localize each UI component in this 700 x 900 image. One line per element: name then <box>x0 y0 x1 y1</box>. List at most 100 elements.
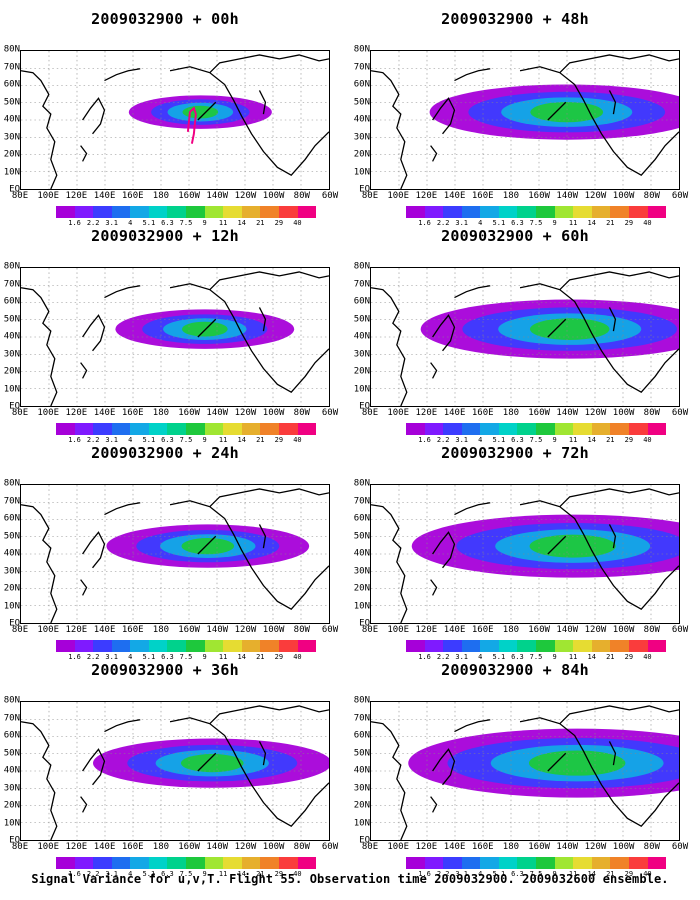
longitude-tick-label: 140W <box>556 842 579 852</box>
variance-contour-fill <box>411 514 679 578</box>
latitude-tick-label: 50N <box>3 314 20 324</box>
latitude-tick-label: 40N <box>3 114 20 125</box>
longitude-tick-label: 120W <box>584 625 607 635</box>
colorbar-label: 7.5 <box>529 653 543 661</box>
colorbar-label: 29 <box>274 436 284 444</box>
map-panel: 2009032900 + 48h 80N 70N 60N 50N 40N 30N 20N 10N… <box>350 10 700 235</box>
map-canvas <box>371 51 679 189</box>
colorbar-label: 1.6 <box>68 653 81 661</box>
longitude-tick-label: 160W <box>528 191 550 201</box>
latitude-tick-label: 10N <box>353 384 370 394</box>
colorbar-swatch <box>647 423 667 435</box>
map-panel: 2009032900 + 72h 80N 70N 60N 50N 40N 30N 20N 10N… <box>350 444 700 669</box>
colorbar-label: 3.1 <box>105 870 119 878</box>
gridlines <box>21 268 329 406</box>
colorbar-label: 2.2 <box>86 653 100 661</box>
colorbar-label: 40 <box>643 870 652 878</box>
variance-contour-fill <box>128 95 272 129</box>
colorbar-label: 7.5 <box>529 870 543 878</box>
colorbar-swatch <box>56 640 75 652</box>
latitude-tick-label: 50N <box>353 97 370 107</box>
colorbar <box>56 423 317 435</box>
colorbar-swatch <box>498 423 518 435</box>
colorbar-swatch <box>93 206 112 218</box>
latitude-tick-label: 50N <box>353 748 370 758</box>
colorbar-swatch <box>498 857 518 869</box>
colorbar-swatch <box>517 423 537 435</box>
longitude-tick-label: 160W <box>178 842 200 852</box>
colorbar-label: 5.1 <box>492 653 506 661</box>
colorbar-label: 3.1 <box>105 436 119 444</box>
colorbar-swatch <box>406 640 425 652</box>
latitude-tick-label: 50N <box>353 531 370 541</box>
longitude-tick-label: 140W <box>206 625 229 635</box>
gridlines <box>371 702 679 840</box>
latitude-tick-label: 40N <box>353 331 370 342</box>
longitude-tick-label: 100E <box>37 408 60 418</box>
colorbar <box>406 423 667 435</box>
colorbar-label: 29 <box>624 653 634 661</box>
colorbar-swatch <box>480 640 499 652</box>
colorbar-label: 11 <box>568 219 578 227</box>
colorbar-swatch <box>498 206 518 218</box>
colorbar-swatch <box>406 206 425 218</box>
latitude-tick-label: 70N <box>353 62 370 72</box>
longitude-axis: 80E 100E 120E 140E 160E 180 160W 140W 120W 100W 80… <box>362 842 688 855</box>
latitude-tick-label: EQ <box>9 401 20 412</box>
colorbar-label: 6.3 <box>511 653 524 661</box>
coastlines <box>371 271 679 406</box>
colorbar-swatch <box>111 857 131 869</box>
latitude-tick-label: 30N <box>3 566 20 576</box>
colorbar-swatch <box>610 857 629 869</box>
coastlines <box>21 488 329 623</box>
longitude-tick-label: 140E <box>443 625 466 635</box>
longitude-tick-label: 100W <box>612 191 635 201</box>
longitude-tick-label: 80E <box>361 842 379 852</box>
map-plot <box>370 701 680 841</box>
longitude-tick-label: 80W <box>643 191 660 201</box>
colorbar-label: 1.6 <box>418 870 431 878</box>
latitude-tick-label: 70N <box>3 713 20 723</box>
colorbar-swatch <box>74 423 94 435</box>
colorbar-label: 29 <box>274 870 284 878</box>
latitude-axis: 80N 70N 60N 50N 40N 30N 20N 10N EQ <box>350 479 370 628</box>
map-panel: 2009032900 + 24h 80N 70N 60N 50N 40N 30N 20N 10N… <box>0 444 350 669</box>
panel-title: 2009032900 + 00h <box>91 10 239 28</box>
longitude-tick-label: 140W <box>206 408 229 418</box>
colorbar-swatch <box>480 857 499 869</box>
colorbar <box>406 206 667 218</box>
longitude-tick-label: 160W <box>528 408 550 418</box>
latitude-tick-label: 50N <box>353 314 370 324</box>
longitude-tick-label: 160W <box>178 625 200 635</box>
colorbar-label: 21 <box>606 653 615 661</box>
coastlines <box>21 705 329 840</box>
latitude-tick-label: EQ <box>9 184 20 195</box>
latitude-axis: 80N 70N 60N 50N 40N 30N 20N 10N EQ <box>350 696 370 845</box>
colorbar-labels: 1.6 2.2 3.1 4 5.1 6.3 7.5 9 11 14 21 29 40 <box>406 437 666 447</box>
latitude-tick-label: 60N <box>3 513 20 524</box>
variance-contour-fill <box>420 299 679 359</box>
colorbar-label: 9 <box>202 870 207 878</box>
longitude-tick-label: 140E <box>443 842 466 852</box>
map-canvas <box>21 51 329 189</box>
latitude-tick-label: EQ <box>359 835 370 846</box>
longitude-tick-label: 100W <box>612 842 635 852</box>
colorbar-swatch <box>111 206 131 218</box>
colorbar-label: 3.1 <box>455 219 469 227</box>
colorbar-swatch <box>56 206 75 218</box>
map-panel: 2009032900 + 84h 80N 70N 60N 50N 40N 30N 20N 10N… <box>350 661 700 886</box>
map-panel: 2009032900 + 36h 80N 70N 60N 50N 40N 30N 20N 10N… <box>0 661 350 886</box>
colorbar-labels: 1.6 2.2 3.1 4 5.1 6.3 7.5 9 11 14 21 29 40 <box>56 220 316 230</box>
colorbar-swatch <box>148 423 168 435</box>
colorbar-swatch <box>278 640 298 652</box>
colorbar <box>56 640 317 652</box>
colorbar-swatch <box>461 206 481 218</box>
colorbar-label: 7.5 <box>529 436 543 444</box>
latitude-tick-label: 70N <box>3 496 20 506</box>
colorbar-label: 11 <box>218 870 228 878</box>
colorbar-swatch <box>536 857 555 869</box>
map-plot <box>370 484 680 624</box>
colorbar-swatch <box>260 206 279 218</box>
colorbar-label: 21 <box>256 653 265 661</box>
colorbar-swatch <box>167 206 187 218</box>
